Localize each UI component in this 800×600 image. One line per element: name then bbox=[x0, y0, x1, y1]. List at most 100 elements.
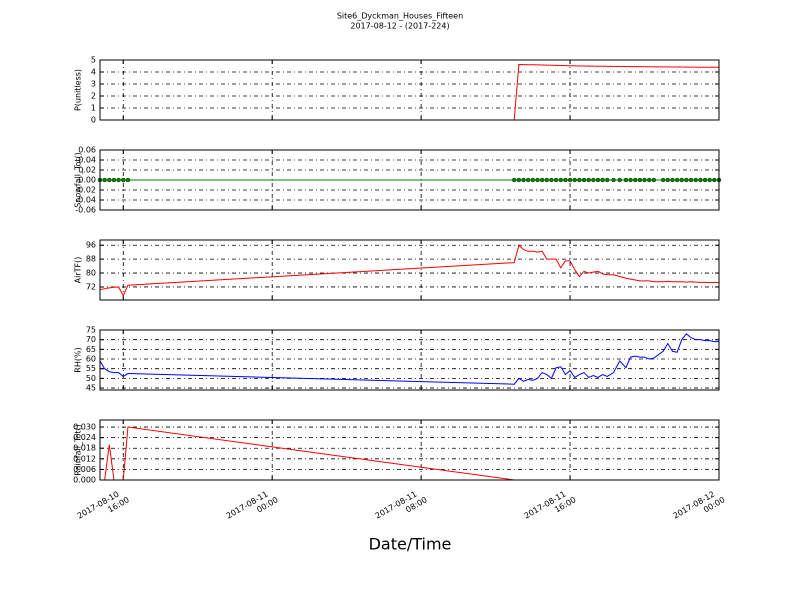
data-point bbox=[688, 177, 694, 183]
plot-frame bbox=[99, 329, 720, 391]
data-point bbox=[679, 177, 684, 183]
y-tick-label: 75 bbox=[86, 326, 96, 335]
data-point bbox=[111, 177, 117, 183]
data-point bbox=[637, 177, 643, 183]
data-point bbox=[661, 177, 666, 183]
data-line bbox=[99, 244, 720, 297]
x-tick-label: 2017-08-1100:00 bbox=[224, 486, 279, 529]
y-axis-label: P(unitless) bbox=[74, 69, 83, 111]
y-tick-label: -0.06 bbox=[75, 206, 96, 215]
y-tick-label: 0.018 bbox=[73, 444, 96, 453]
y-axis-label: Rainfall_Tot() bbox=[74, 424, 83, 476]
data-point bbox=[563, 177, 568, 183]
y-tick-label: 88 bbox=[86, 255, 96, 264]
y-tick-label: 0.030 bbox=[73, 423, 96, 432]
data-point bbox=[535, 177, 540, 183]
data-line bbox=[100, 64, 719, 121]
data-point bbox=[549, 177, 554, 183]
data-point bbox=[116, 177, 121, 183]
data-point bbox=[684, 177, 689, 183]
data-point bbox=[707, 177, 712, 183]
x-tick-label: 2017-08-1200:00 bbox=[671, 486, 726, 529]
data-point bbox=[674, 177, 680, 183]
y-tick-label: 0.012 bbox=[73, 454, 96, 463]
y-tick-label: 96 bbox=[86, 241, 96, 250]
data-point bbox=[633, 177, 638, 183]
data-point bbox=[698, 177, 703, 183]
x-axis-label: Date/Time bbox=[369, 535, 452, 554]
y-tick-label: 45 bbox=[86, 384, 96, 393]
data-point bbox=[530, 177, 535, 183]
data-point bbox=[591, 177, 596, 183]
data-point bbox=[107, 177, 112, 183]
data-point bbox=[693, 177, 698, 183]
y-tick-label: 0.06 bbox=[78, 146, 96, 155]
plot-frame bbox=[99, 239, 720, 301]
y-tick-label: 3 bbox=[91, 80, 96, 89]
figure-title: Site6_Dyckman_Houses_Fifteen bbox=[337, 12, 463, 21]
data-point bbox=[516, 177, 522, 183]
x-tick-label: 2017-08-1016:00 bbox=[76, 486, 131, 529]
data-point bbox=[712, 177, 717, 183]
data-line bbox=[99, 333, 719, 385]
data-point bbox=[102, 177, 107, 183]
data-point bbox=[628, 177, 633, 183]
y-axis-label: Snowfall_Tot() bbox=[74, 152, 83, 208]
plot-frame bbox=[99, 149, 720, 211]
data-point bbox=[567, 177, 573, 183]
y-tick-label: 72 bbox=[86, 282, 96, 291]
data-point bbox=[125, 177, 131, 183]
data-point bbox=[617, 177, 622, 183]
data-point bbox=[595, 177, 601, 183]
data-point bbox=[611, 177, 616, 183]
y-tick-label: 1 bbox=[91, 104, 96, 113]
x-tick-label: 2017-08-1116:00 bbox=[522, 486, 577, 529]
y-tick-label: 0.04 bbox=[78, 156, 96, 165]
y-tick-label: 70 bbox=[86, 335, 96, 344]
y-axis-label: RH(%) bbox=[74, 347, 83, 372]
data-point bbox=[553, 177, 559, 183]
y-tick-label: 0 bbox=[91, 116, 96, 125]
data-point bbox=[651, 177, 656, 183]
y-tick-label: 0.000 bbox=[73, 476, 96, 485]
data-point bbox=[577, 177, 582, 183]
plot-frame bbox=[99, 419, 720, 481]
y-tick-label: 50 bbox=[86, 374, 96, 383]
x-tick-label: 2017-08-1108:00 bbox=[373, 486, 428, 529]
data-point bbox=[600, 177, 605, 183]
y-tick-label: 60 bbox=[86, 355, 96, 364]
data-line bbox=[100, 426, 719, 481]
y-tick-label: 4 bbox=[91, 68, 96, 77]
y-tick-label: -0.02 bbox=[75, 186, 96, 195]
y-tick-label: -0.04 bbox=[75, 196, 96, 205]
data-point bbox=[665, 177, 670, 183]
data-point bbox=[642, 177, 647, 183]
data-point bbox=[670, 177, 675, 183]
data-point bbox=[544, 177, 549, 183]
figure-subtitle: 2017-08-12 - (2017-224) bbox=[350, 22, 449, 31]
data-point bbox=[558, 177, 563, 183]
data-point bbox=[586, 177, 591, 183]
data-point bbox=[647, 177, 652, 183]
data-point bbox=[605, 177, 610, 183]
data-point bbox=[526, 177, 531, 183]
data-point bbox=[512, 177, 517, 183]
y-tick-label: 0.024 bbox=[73, 433, 96, 442]
y-tick-label: 55 bbox=[86, 364, 96, 373]
y-tick-label: 0.02 bbox=[78, 166, 96, 175]
data-point bbox=[623, 177, 629, 183]
y-axis-label: AirTF() bbox=[74, 257, 83, 284]
data-point bbox=[521, 177, 526, 183]
y-tick-label: 80 bbox=[86, 269, 96, 278]
data-point bbox=[572, 177, 577, 183]
plot-frame bbox=[99, 59, 720, 121]
y-tick-label: 5 bbox=[91, 56, 96, 65]
data-point bbox=[581, 177, 587, 183]
data-point bbox=[121, 177, 126, 183]
y-tick-label: 0.006 bbox=[73, 465, 96, 474]
y-tick-label: 65 bbox=[86, 345, 96, 354]
y-tick-label: 0.00 bbox=[78, 176, 96, 185]
data-point bbox=[539, 177, 545, 183]
